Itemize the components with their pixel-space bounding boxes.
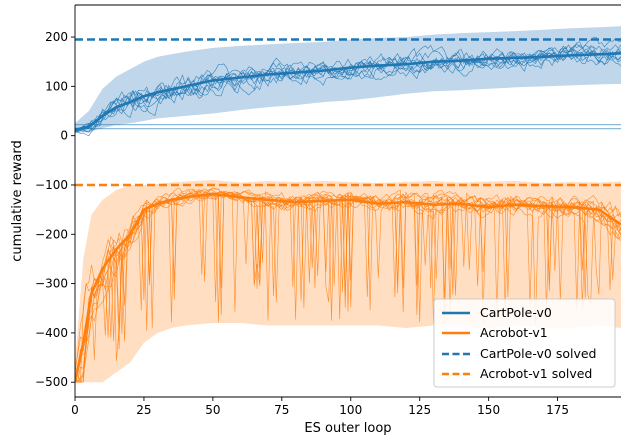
y-axis-ticks: 200 100 0 −100 −200 −300 −400 −500 bbox=[35, 30, 75, 389]
acro-run-line bbox=[75, 189, 621, 383]
solved-threshold-lines bbox=[75, 38, 621, 187]
x-tick-label: 175 bbox=[546, 403, 569, 417]
legend-label-cartpole: CartPole-v0 bbox=[480, 305, 552, 320]
x-axis-ticks: 0 25 50 75 100 125 150 175 bbox=[71, 397, 569, 417]
y-tick-label: −400 bbox=[35, 326, 68, 340]
legend-entry-cartpole: CartPole-v0 bbox=[442, 305, 552, 320]
legend-label-cartpole-solved: CartPole-v0 solved bbox=[480, 346, 597, 361]
x-tick-label: 125 bbox=[408, 403, 431, 417]
legend-entry-cartpole-solved: CartPole-v0 solved bbox=[442, 346, 597, 361]
x-tick-label: 0 bbox=[71, 403, 79, 417]
legend-entry-acrobot: Acrobot-v1 bbox=[442, 325, 548, 340]
legend-label-acrobot: Acrobot-v1 bbox=[480, 325, 548, 340]
y-tick-label: 0 bbox=[60, 129, 68, 143]
x-tick-label: 50 bbox=[205, 403, 220, 417]
y-tick-label: −300 bbox=[35, 277, 68, 291]
acrobot-band bbox=[75, 180, 621, 383]
legend: CartPole-v0 Acrobot-v1 CartPole-v0 solve… bbox=[433, 298, 616, 388]
x-tick-label: 75 bbox=[274, 403, 289, 417]
x-tick-label: 25 bbox=[136, 403, 151, 417]
cartpole-run-line bbox=[75, 44, 621, 133]
x-tick-label: 100 bbox=[339, 403, 362, 417]
cartpole-run-line bbox=[75, 41, 621, 137]
y-axis-label: cumulative reward bbox=[10, 140, 25, 261]
cartpole-mean-line bbox=[75, 52, 621, 131]
cartpole-run-line bbox=[75, 44, 621, 131]
legend-entry-acrobot-solved: Acrobot-v1 solved bbox=[442, 366, 592, 381]
legend-label-acrobot-solved: Acrobot-v1 solved bbox=[480, 366, 592, 381]
y-tick-label: 100 bbox=[45, 79, 68, 93]
legend-box bbox=[433, 298, 616, 388]
y-tick-label: −500 bbox=[35, 375, 68, 389]
y-tick-label: −200 bbox=[35, 227, 68, 241]
x-axis-label: ES outer loop bbox=[304, 421, 391, 436]
y-tick-label: −100 bbox=[35, 178, 68, 192]
mean-lines bbox=[75, 52, 621, 383]
acro-run-line bbox=[75, 187, 621, 383]
acro-run-line bbox=[75, 189, 621, 383]
acrobot-mean-line bbox=[75, 192, 621, 383]
x-tick-label: 150 bbox=[477, 403, 500, 417]
y-tick-label: 200 bbox=[45, 30, 68, 44]
